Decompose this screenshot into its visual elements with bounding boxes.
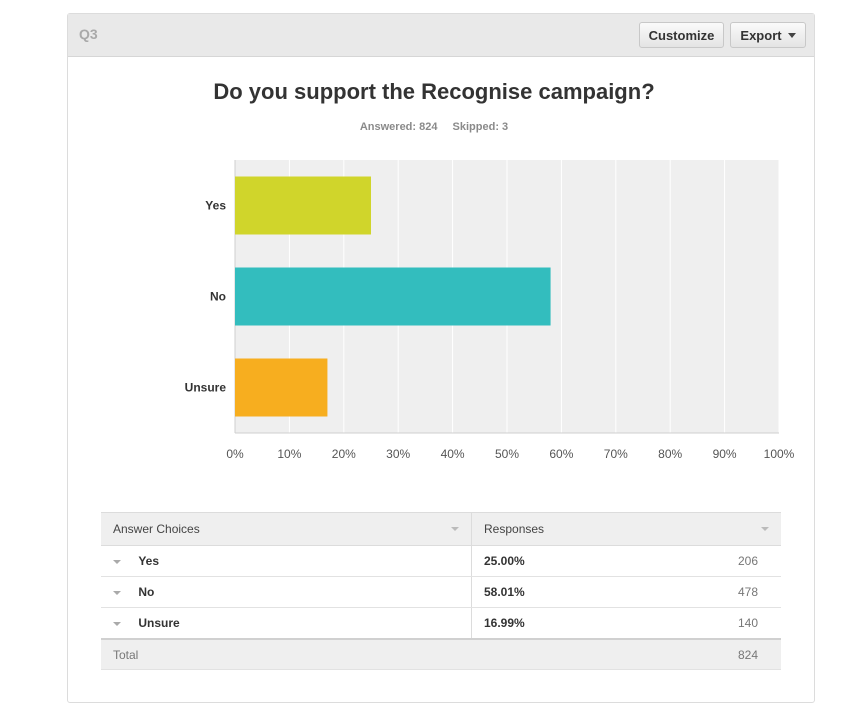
table-row: Yes 25.00% 206 bbox=[101, 545, 781, 577]
x-tick-label: 50% bbox=[495, 447, 519, 461]
export-button-label: Export bbox=[740, 27, 782, 43]
answer-choice-label: No bbox=[138, 585, 155, 599]
answer-cell: Yes bbox=[101, 545, 472, 577]
expand-caret-icon[interactable] bbox=[113, 559, 121, 564]
bar-unsure bbox=[235, 358, 328, 417]
response-count: 478 bbox=[737, 585, 758, 599]
customize-button[interactable]: Customize bbox=[639, 22, 724, 48]
x-tick-label: 100% bbox=[764, 447, 795, 461]
bar-no bbox=[235, 267, 551, 326]
x-tick-label: 80% bbox=[658, 447, 682, 461]
x-tick-label: 30% bbox=[386, 447, 410, 461]
panel-header: Q3 Customize Export bbox=[68, 14, 814, 57]
answer-cell: No bbox=[101, 576, 472, 608]
export-button[interactable]: Export bbox=[730, 22, 806, 48]
chevron-down-icon bbox=[787, 32, 796, 38]
header-responses-label: Responses bbox=[484, 522, 545, 536]
skipped-count: Skipped: 3 bbox=[452, 121, 509, 133]
total-count: 824 bbox=[737, 647, 758, 662]
responses-table: Answer Choices Responses Yes 25.00% 206 … bbox=[101, 512, 781, 670]
response-count: 140 bbox=[737, 616, 758, 630]
sort-caret-icon bbox=[761, 527, 769, 531]
answer-cell: Unsure bbox=[101, 607, 472, 640]
x-tick-label: 10% bbox=[277, 447, 301, 461]
answered-count: Answered: 824 bbox=[359, 121, 438, 133]
response-cell: 16.99% 140 bbox=[471, 607, 781, 640]
y-tick-label: Yes bbox=[205, 199, 226, 213]
total-label: Total bbox=[101, 638, 472, 670]
y-tick-label: Unsure bbox=[185, 381, 227, 395]
chart-title: Do you support the Recognise campaign? bbox=[213, 79, 655, 104]
x-tick-label: 90% bbox=[713, 447, 737, 461]
header-answer-choices-label: Answer Choices bbox=[113, 522, 200, 536]
expand-caret-icon[interactable] bbox=[113, 621, 121, 626]
x-tick-label: 20% bbox=[332, 447, 356, 461]
sort-caret-icon bbox=[451, 527, 459, 531]
bar-chart: 0% 10% 20% 30% 40% 50% 60% 70% 80% 90% 100% Yes No Un… bbox=[185, 160, 795, 461]
response-percent: 58.01% bbox=[484, 585, 525, 599]
response-cell: 58.01% 478 bbox=[471, 576, 781, 608]
total-cell: 824 bbox=[471, 638, 781, 670]
bar-yes bbox=[235, 176, 371, 235]
question-number: Q3 bbox=[79, 26, 98, 42]
table-row: Unsure 16.99% 140 bbox=[101, 607, 781, 640]
response-count: 206 bbox=[737, 554, 758, 568]
response-percent: 25.00% bbox=[484, 554, 525, 568]
answer-choice-label: Yes bbox=[138, 554, 160, 568]
header-answer-choices[interactable]: Answer Choices bbox=[101, 512, 472, 546]
total-row: Total 824 bbox=[101, 638, 781, 670]
response-cell: 25.00% 206 bbox=[471, 545, 781, 577]
y-tick-label: No bbox=[210, 290, 226, 304]
x-tick-label: 60% bbox=[549, 447, 573, 461]
x-tick-label: 40% bbox=[441, 447, 465, 461]
expand-caret-icon[interactable] bbox=[113, 590, 121, 595]
response-percent: 16.99% bbox=[484, 616, 525, 630]
x-tick-label: 0% bbox=[226, 447, 244, 461]
table-row: No 58.01% 478 bbox=[101, 576, 781, 608]
answer-choice-label: Unsure bbox=[138, 616, 180, 630]
x-tick-label: 70% bbox=[604, 447, 628, 461]
header-responses[interactable]: Responses bbox=[471, 512, 781, 546]
response-summary: Answered: 824 Skipped: 3 bbox=[0, 121, 868, 133]
